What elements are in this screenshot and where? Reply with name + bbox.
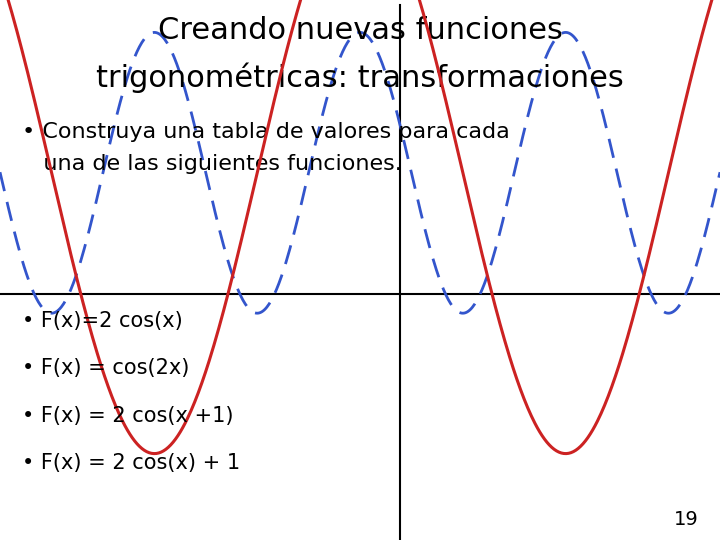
Text: 19: 19 <box>674 510 698 529</box>
Text: • F(x) = 2 cos(x) + 1: • F(x) = 2 cos(x) + 1 <box>22 453 240 473</box>
Text: • F(x) = 2 cos(x +1): • F(x) = 2 cos(x +1) <box>22 406 233 426</box>
Text: una de las siguientes funciones.: una de las siguientes funciones. <box>22 154 401 174</box>
Text: trigonométricas: transformaciones: trigonométricas: transformaciones <box>96 62 624 92</box>
Text: Creando nuevas funciones: Creando nuevas funciones <box>158 16 562 45</box>
Text: • F(x)=2 cos(x): • F(x)=2 cos(x) <box>22 310 182 330</box>
Text: • F(x) = cos(2x): • F(x) = cos(2x) <box>22 358 189 378</box>
Text: • Construya una tabla de valores para cada: • Construya una tabla de valores para ca… <box>22 122 509 141</box>
